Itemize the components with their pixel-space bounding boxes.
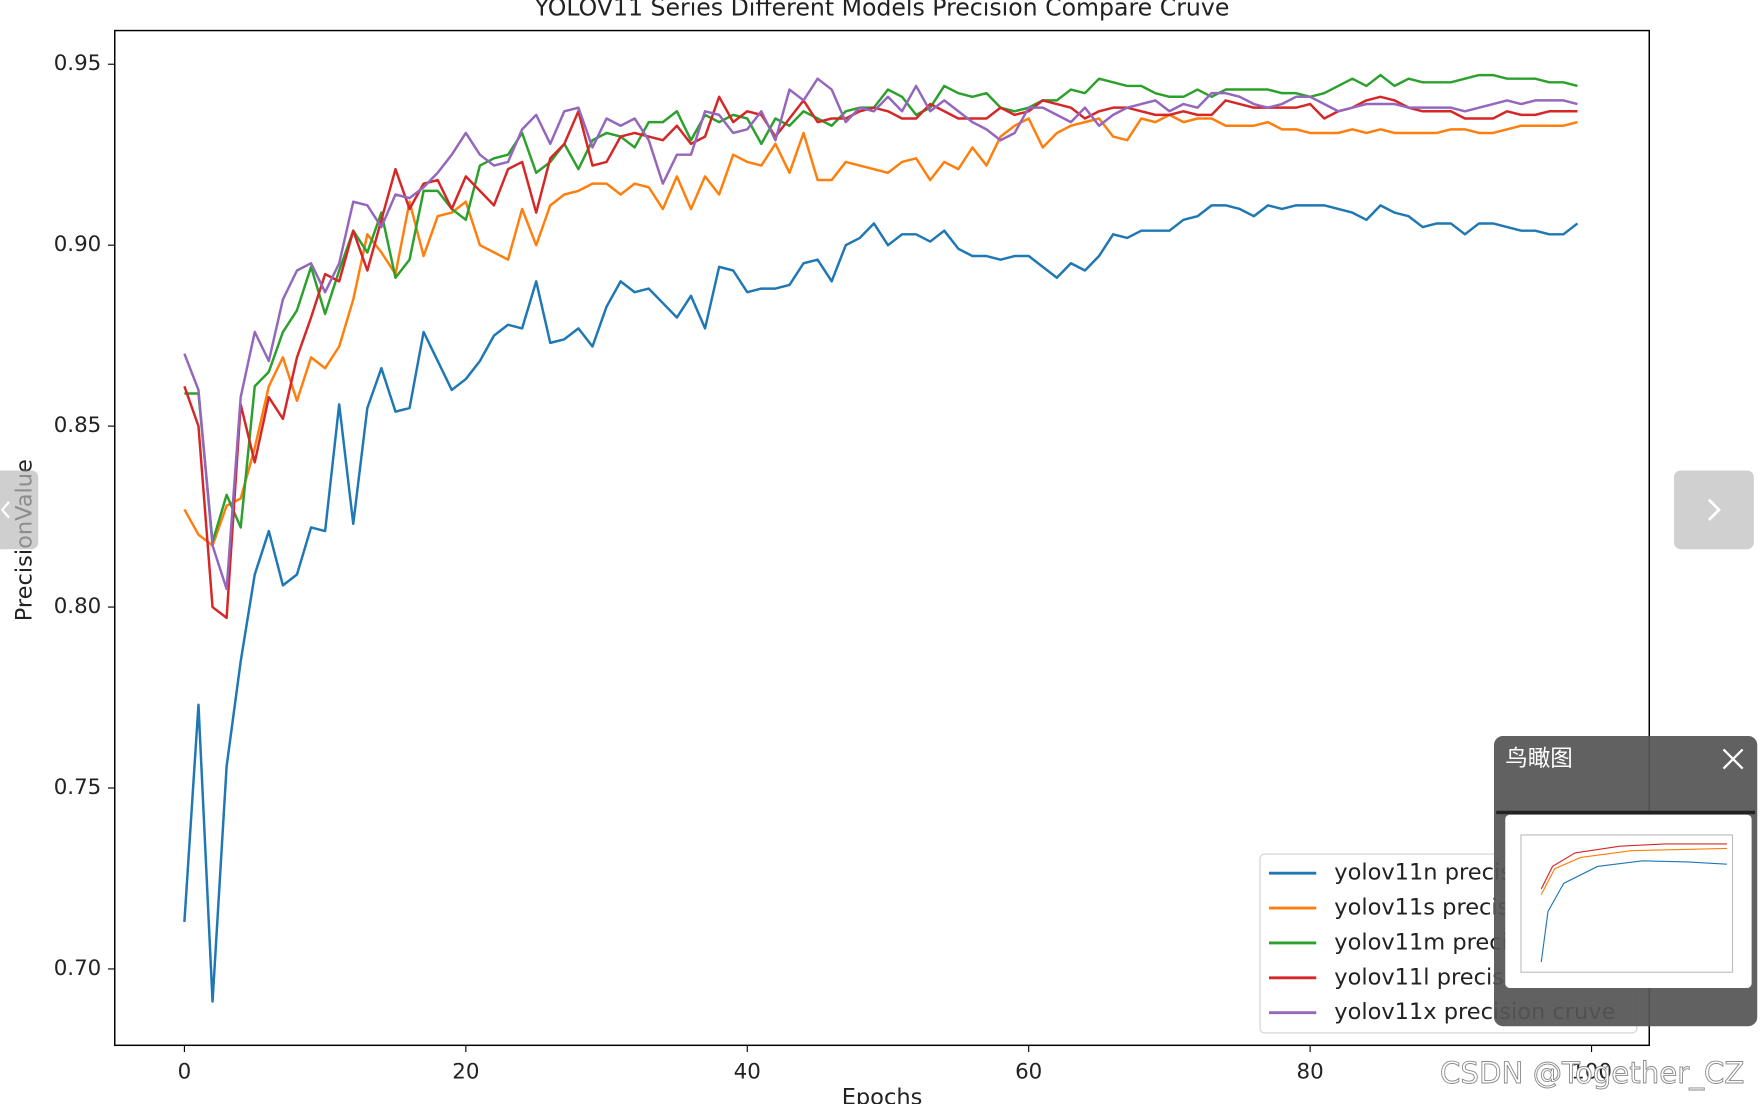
x-tick-label: 0 (178, 1059, 192, 1084)
thumbnail-line (1540, 843, 1727, 890)
x-axis-label: Epochs (842, 1085, 923, 1104)
y-tick-label: 0.95 (54, 51, 102, 76)
watermark: CSDN @Together_CZ (1440, 1056, 1744, 1090)
thumbnail-frame (1520, 834, 1734, 973)
next-icon (1707, 498, 1721, 521)
next-button[interactable] (1674, 470, 1754, 550)
x-tick-label: 40 (734, 1059, 761, 1084)
chart-title: YOLOV11 Series Different Models Precisio… (534, 0, 1230, 22)
x-tick-label: 20 (452, 1059, 479, 1084)
series-line (184, 73, 1578, 544)
thumbnail-line (1540, 860, 1727, 963)
y-tick-label: 0.90 (54, 232, 102, 257)
ui-overlay: 鸟瞰图 CSDN @Together_CZ (0, 470, 1758, 1091)
prev-icon (0, 501, 10, 519)
x-tick-label: 60 (1015, 1059, 1042, 1084)
x-tick-label: 80 (1297, 1059, 1324, 1084)
overview-thumbnail[interactable] (1505, 814, 1752, 988)
y-tick-label: 0.85 (54, 413, 102, 438)
y-tick-label: 0.75 (54, 775, 102, 800)
plot-frame (114, 29, 1650, 1047)
plot: YOLOV11 Series Different Models Precisio… (11, 0, 1650, 1104)
overview-title: 鸟瞰图 (1505, 746, 1573, 772)
series-line (183, 204, 1579, 1003)
y-tick-label: 0.80 (54, 594, 102, 619)
series-line (183, 77, 1578, 591)
prev-button[interactable] (0, 470, 39, 550)
overview-close[interactable] (1722, 748, 1744, 770)
thumbnail-line (1540, 847, 1727, 895)
x-tick-label: 100 (1571, 1059, 1612, 1084)
y-tick-label: 0.70 (54, 956, 102, 981)
